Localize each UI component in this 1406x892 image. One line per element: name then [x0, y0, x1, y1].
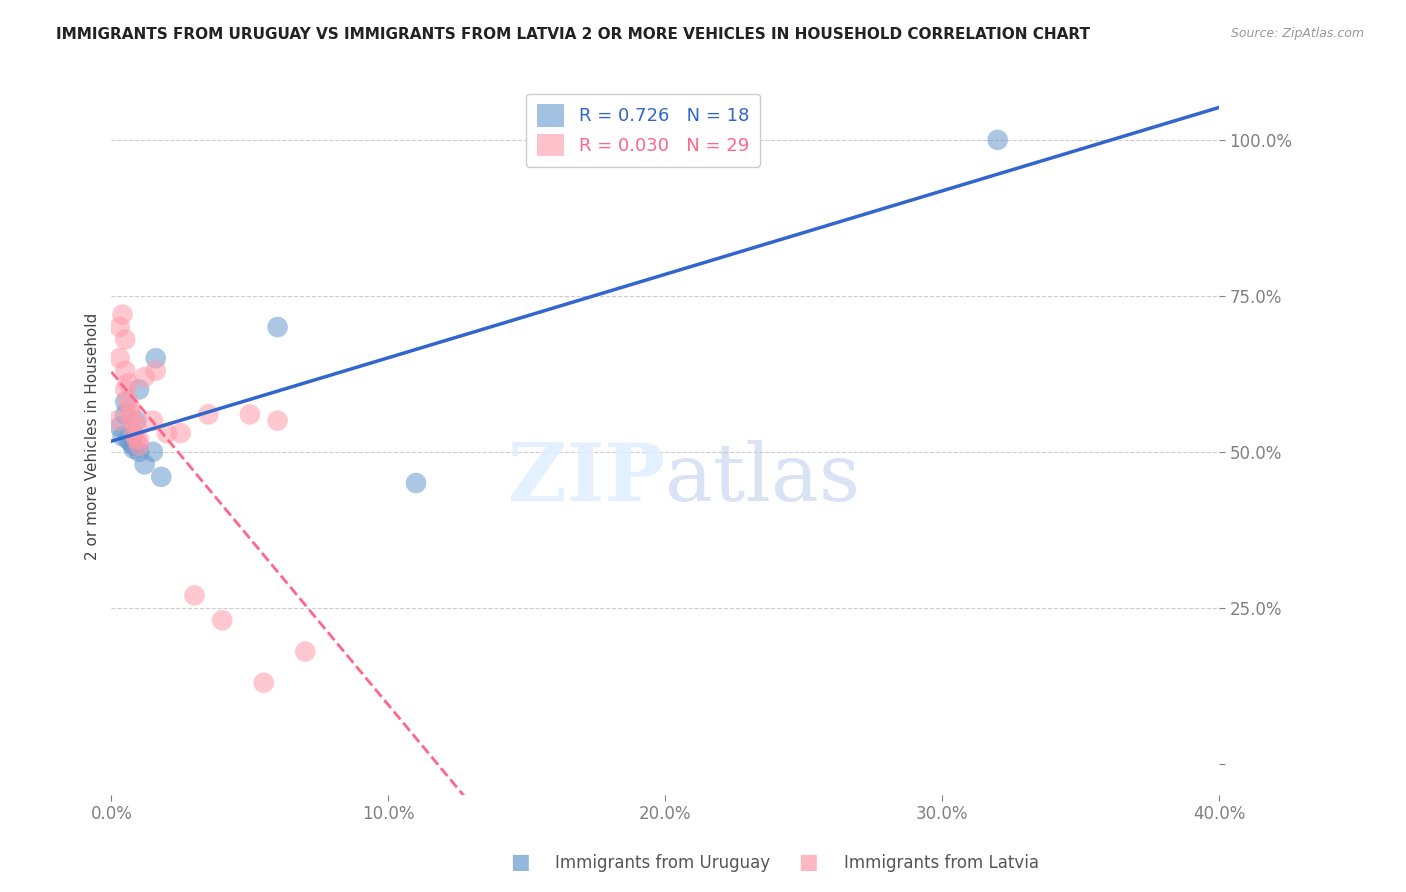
Point	[114, 383, 136, 397]
Point	[253, 675, 276, 690]
Point	[128, 433, 150, 447]
Point	[114, 408, 136, 422]
Point	[142, 445, 165, 459]
Y-axis label: 2 or more Vehicles in Household: 2 or more Vehicles in Household	[86, 312, 100, 560]
Point	[114, 333, 136, 347]
Point	[122, 426, 145, 441]
Point	[125, 433, 148, 447]
Point	[156, 426, 179, 441]
Text: ■: ■	[799, 853, 818, 872]
Point	[108, 420, 131, 434]
Point	[266, 414, 288, 428]
Point	[134, 370, 156, 384]
Point	[128, 445, 150, 459]
Point	[122, 442, 145, 456]
Text: ZIP: ZIP	[509, 441, 665, 518]
Point	[145, 364, 167, 378]
Point	[117, 395, 139, 409]
Text: Source: ZipAtlas.com: Source: ZipAtlas.com	[1230, 27, 1364, 40]
Point	[169, 426, 191, 441]
Point	[111, 429, 134, 443]
Point	[987, 133, 1010, 147]
Point	[145, 351, 167, 366]
Point	[111, 308, 134, 322]
Point	[120, 435, 142, 450]
Point	[405, 476, 427, 491]
Point	[108, 351, 131, 366]
Point	[117, 376, 139, 391]
Point	[105, 414, 128, 428]
Point	[120, 408, 142, 422]
Point	[239, 408, 262, 422]
Point	[114, 395, 136, 409]
Point	[114, 364, 136, 378]
Point	[122, 414, 145, 428]
Point	[128, 439, 150, 453]
Point	[197, 408, 219, 422]
Point	[294, 644, 316, 658]
Point	[150, 470, 173, 484]
Point	[108, 320, 131, 334]
Point	[125, 420, 148, 434]
Point	[183, 588, 205, 602]
Text: Immigrants from Latvia: Immigrants from Latvia	[844, 855, 1039, 872]
Point	[211, 613, 233, 627]
Text: ■: ■	[510, 853, 530, 872]
Text: atlas: atlas	[665, 441, 860, 518]
Point	[122, 439, 145, 453]
Point	[117, 433, 139, 447]
Legend: R = 0.726   N = 18, R = 0.030   N = 29: R = 0.726 N = 18, R = 0.030 N = 29	[526, 94, 759, 167]
Point	[134, 458, 156, 472]
Point	[120, 401, 142, 416]
Point	[266, 320, 288, 334]
Point	[142, 414, 165, 428]
Point	[128, 383, 150, 397]
Text: Immigrants from Uruguay: Immigrants from Uruguay	[555, 855, 770, 872]
Point	[125, 414, 148, 428]
Text: IMMIGRANTS FROM URUGUAY VS IMMIGRANTS FROM LATVIA 2 OR MORE VEHICLES IN HOUSEHOL: IMMIGRANTS FROM URUGUAY VS IMMIGRANTS FR…	[56, 27, 1090, 42]
